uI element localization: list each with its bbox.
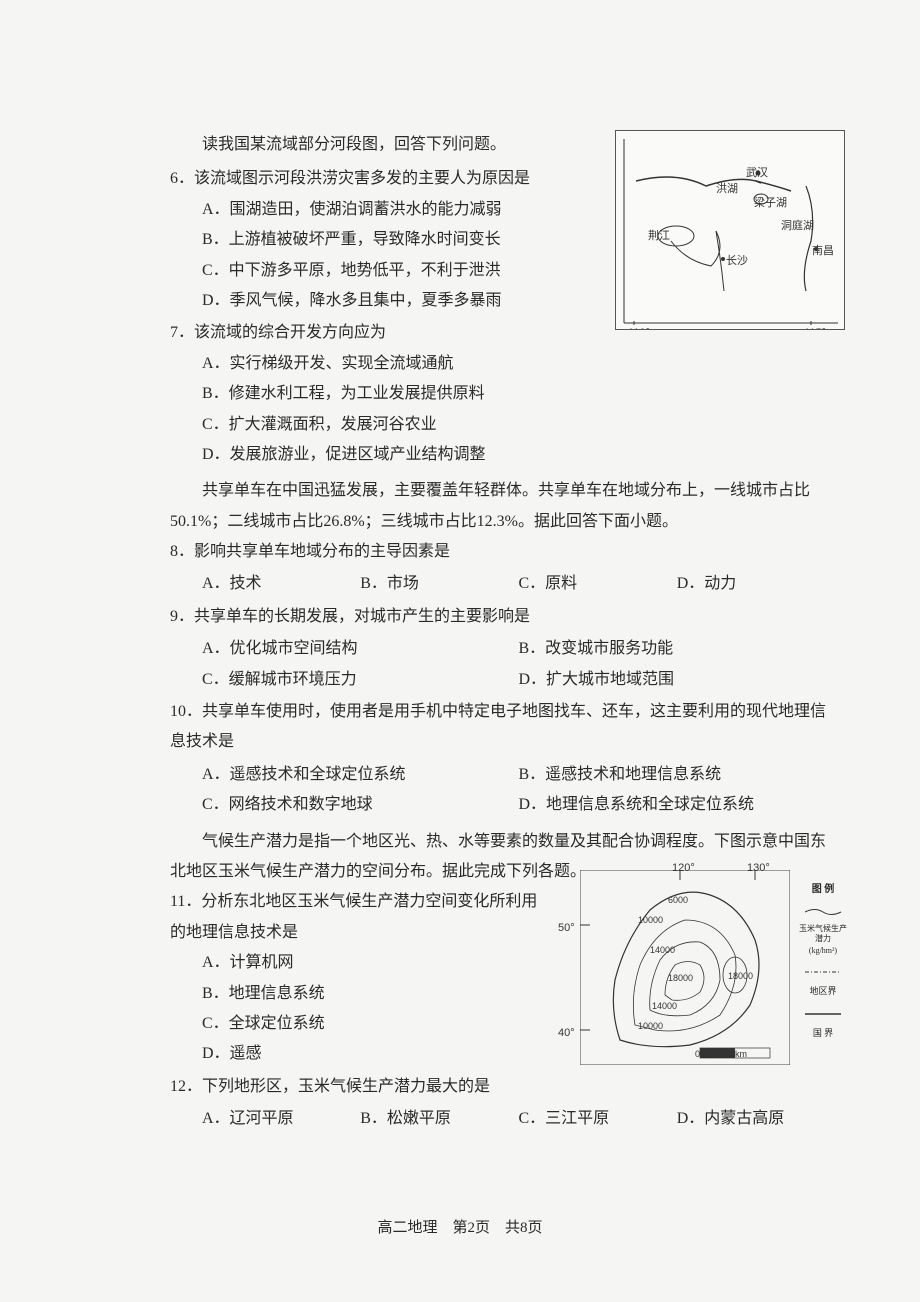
map2-c2: 14000 bbox=[650, 942, 675, 959]
page-footer: 高二地理 第2页 共8页 bbox=[0, 1214, 920, 1243]
map1-nanchang: 南昌 bbox=[812, 241, 834, 262]
q6-a: A．围湖造田，使湖泊调蓄洪水的能力减弱 bbox=[202, 195, 540, 225]
q7-b: B．修建水利工程，为工业发展提供原料 bbox=[202, 379, 540, 409]
q7-text: 该流域的综合开发方向应为 bbox=[194, 324, 386, 341]
q11-d: D．遥感 bbox=[202, 1039, 550, 1069]
map1-honghu: 洪湖 bbox=[716, 179, 738, 200]
map1-lon115: 115° bbox=[804, 323, 826, 329]
map2-c0: 6000 bbox=[668, 892, 688, 909]
map2-c1: 10000 bbox=[638, 912, 663, 929]
question-9: 9．共享单车的长期发展，对城市产生的主要影响是 A．优化城市空间结构 B．改变城… bbox=[170, 602, 835, 695]
question-8: 8．影响共享单车地域分布的主导因素是 A．技术 B．市场 C．原料 D．动力 bbox=[170, 537, 835, 600]
q12-a: A．辽河平原 bbox=[202, 1104, 360, 1134]
q10-options: A．遥感技术和全球定位系统 B．遥感技术和地理信息系统 C．网络技术和数字地球 … bbox=[170, 760, 835, 821]
map2-lon120: 120° bbox=[672, 858, 695, 879]
q7-a: A．实行梯级开发、实现全流域通航 bbox=[202, 349, 540, 379]
q11-num: 11． bbox=[170, 893, 201, 910]
map2-lat40: 40° bbox=[558, 1023, 575, 1044]
q12-options: A．辽河平原 B．松嫩平原 C．三江平原 D．内蒙古高原 bbox=[170, 1104, 835, 1134]
q8-c: C．原料 bbox=[519, 569, 677, 599]
q9-b: B．改变城市服务功能 bbox=[519, 634, 836, 664]
q10-num: 10． bbox=[170, 703, 202, 720]
q12-num: 12． bbox=[170, 1078, 202, 1095]
q7-d: D．发展旅游业，促进区域产业结构调整 bbox=[202, 440, 540, 470]
q9-options: A．优化城市空间结构 B．改变城市服务功能 C．缓解城市环境压力 D．扩大城市地… bbox=[170, 634, 835, 695]
q10-a: A．遥感技术和全球定位系统 bbox=[202, 760, 519, 790]
q6-b: B．上游植被破坏严重，导致降水时间变长 bbox=[202, 225, 540, 255]
q8-text: 影响共享单车地域分布的主导因素是 bbox=[194, 543, 450, 560]
q9-a: A．优化城市空间结构 bbox=[202, 634, 519, 664]
map-northeast-corn: 120° 130° 50° 40° 6000 10000 14000 18000… bbox=[580, 870, 845, 1065]
q11-text: 分析东北地区玉米气候生产潜力空间变化所利用的地理信息技术是 bbox=[170, 893, 537, 940]
q11-a: A．计算机网 bbox=[202, 948, 550, 978]
map1-changsha: 长沙 bbox=[726, 251, 748, 272]
footer-total: 共8页 bbox=[505, 1220, 543, 1236]
q9-num: 9． bbox=[170, 608, 194, 625]
legend-boundary: 地区界 bbox=[796, 983, 850, 1000]
q9-d: D．扩大城市地域范围 bbox=[519, 665, 836, 695]
passage-1: 读我国某流域部分河段图，回答下列问题。 bbox=[170, 130, 540, 160]
map2-legend: 图 例 玉米气候生产潜力 (kg/hm²) 地区界 国 界 bbox=[796, 880, 850, 1043]
page-content: 武汉 梁子湖 洪湖 荆江 洞庭湖 长沙 南昌 30° 110° 115° 读我国… bbox=[170, 130, 835, 1135]
map2-c7: 18000 bbox=[728, 968, 753, 985]
map1-wuhan: 武汉 bbox=[746, 163, 768, 184]
q12-b: B．松嫩平原 bbox=[360, 1104, 518, 1134]
q9-c: C．缓解城市环境压力 bbox=[202, 665, 519, 695]
question-11: 11．分析东北地区玉米气候生产潜力空间变化所利用的地理信息技术是 A．计算机网 … bbox=[170, 887, 550, 1069]
question-12: 12．下列地形区，玉米气候生产潜力最大的是 A．辽河平原 B．松嫩平原 C．三江… bbox=[170, 1072, 835, 1135]
q6-c: C．中下游多平原，地势低平，不利于泄洪 bbox=[202, 256, 540, 286]
legend-title: 图 例 bbox=[796, 880, 850, 899]
question-7: 7．该流域的综合开发方向应为 A．实行梯级开发、实现全流域通航 B．修建水利工程… bbox=[170, 318, 540, 470]
footer-subject: 高二地理 bbox=[377, 1220, 437, 1236]
q11-options: A．计算机网 B．地理信息系统 C．全球定位系统 D．遥感 bbox=[170, 948, 550, 1070]
map2-lon130: 130° bbox=[747, 858, 770, 879]
legend-unit: (kg/hm²) bbox=[796, 943, 850, 958]
q10-b: B．遥感技术和地理信息系统 bbox=[519, 760, 836, 790]
q8-options: A．技术 B．市场 C．原料 D．动力 bbox=[170, 569, 835, 599]
q6-d: D．季风气候，降水多且集中，夏季多暴雨 bbox=[202, 286, 540, 316]
q6-options: A．围湖造田，使湖泊调蓄洪水的能力减弱 B．上游植被破坏严重，导致降水时间变长 … bbox=[170, 195, 540, 317]
q6-num: 6． bbox=[170, 170, 194, 187]
map2-c4: 14000 bbox=[652, 998, 677, 1015]
q11-c: C．全球定位系统 bbox=[202, 1009, 550, 1039]
q8-num: 8． bbox=[170, 543, 194, 560]
map2-c3: 18000 bbox=[668, 970, 693, 987]
q7-c: C．扩大灌溉面积，发展河谷农业 bbox=[202, 410, 540, 440]
q12-d: D．内蒙古高原 bbox=[677, 1104, 835, 1134]
legend-national: 国 界 bbox=[796, 1025, 850, 1042]
q7-num: 7． bbox=[170, 324, 194, 341]
map1-lon110: 110° bbox=[628, 323, 650, 329]
q7-options: A．实行梯级开发、实现全流域通航 B．修建水利工程，为工业发展提供原料 C．扩大… bbox=[170, 349, 540, 471]
map2-c5: 10000 bbox=[638, 1018, 663, 1035]
q12-text: 下列地形区，玉米气候生产潜力最大的是 bbox=[202, 1078, 490, 1095]
map1-jingjiang: 荆江 bbox=[648, 226, 670, 247]
map-river-basin: 武汉 梁子湖 洪湖 荆江 洞庭湖 长沙 南昌 30° 110° 115° bbox=[615, 130, 845, 330]
q10-c: C．网络技术和数字地球 bbox=[202, 790, 519, 820]
passage-2: 共享单车在中国迅猛发展，主要覆盖年轻群体。共享单车在地域分布上，一线城市占比50… bbox=[170, 476, 835, 537]
footer-page: 第2页 bbox=[452, 1220, 490, 1236]
q12-c: C．三江平原 bbox=[519, 1104, 677, 1134]
map2-scale: 0 258 516km bbox=[695, 1046, 747, 1063]
map1-liangzi: 梁子湖 bbox=[754, 193, 787, 214]
map2-lat50: 50° bbox=[558, 918, 575, 939]
q6-text: 该流域图示河段洪涝灾害多发的主要人为原因是 bbox=[194, 170, 530, 187]
q10-text: 共享单车使用时，使用者是用手机中特定电子地图找车、还车，这主要利用的现代地理信息… bbox=[170, 703, 826, 750]
q8-d: D．动力 bbox=[677, 569, 835, 599]
q10-d: D．地理信息系统和全球定位系统 bbox=[519, 790, 836, 820]
legend-potential: 玉米气候生产潜力 bbox=[796, 924, 850, 943]
q8-b: B．市场 bbox=[360, 569, 518, 599]
map1-dongting: 洞庭湖 bbox=[781, 216, 814, 237]
q11-b: B．地理信息系统 bbox=[202, 979, 550, 1009]
q9-text: 共享单车的长期发展，对城市产生的主要影响是 bbox=[194, 608, 530, 625]
question-10: 10．共享单车使用时，使用者是用手机中特定电子地图找车、还车，这主要利用的现代地… bbox=[170, 697, 835, 821]
q8-a: A．技术 bbox=[202, 569, 360, 599]
question-6: 6．该流域图示河段洪涝灾害多发的主要人为原因是 A．围湖造田，使湖泊调蓄洪水的能… bbox=[170, 164, 540, 316]
